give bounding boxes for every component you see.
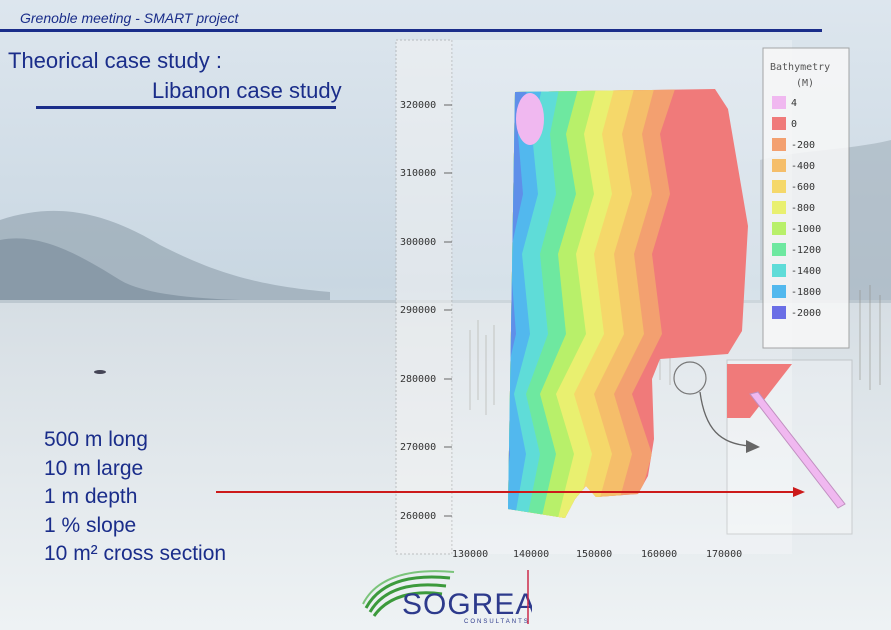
pointer-arrow — [216, 487, 805, 497]
legend-title: Bathymetry — [770, 62, 830, 73]
y-tick-label: 300000 — [400, 237, 436, 248]
legend-swatch — [772, 138, 786, 151]
channel-inset — [726, 359, 853, 535]
y-tick-label: 320000 — [400, 100, 436, 111]
legend-swatch — [772, 306, 786, 319]
spec-item-width: 10 m large — [44, 456, 144, 480]
legend-swatch — [772, 201, 786, 214]
spec-item-length: 500 m long — [44, 428, 148, 451]
x-tick-label: 170000 — [706, 549, 742, 560]
logo-subtitle: CONSULTANTS — [464, 619, 530, 625]
header-divider — [0, 29, 822, 32]
legend-swatch — [772, 159, 786, 172]
slide-title-line2: Libanon case study — [152, 78, 342, 103]
legend-label: -600 — [791, 182, 815, 193]
y-axis — [444, 104, 452, 517]
legend-label: -400 — [791, 161, 815, 172]
legend-unit: (M) — [796, 78, 814, 89]
x-tick-label: 150000 — [576, 549, 612, 560]
spec-item-depth: 1 m depth — [44, 485, 138, 508]
legend-label: 4 — [791, 98, 797, 109]
x-tick-label: 130000 — [452, 549, 488, 560]
y-tick-label: 270000 — [400, 442, 436, 453]
zoom-circle — [673, 361, 707, 395]
slide-title-line1: Theorical case study : — [8, 48, 222, 73]
legend-swatch — [772, 285, 786, 298]
logo-wordmark: SOGREAH — [402, 588, 532, 621]
legend-label: -2000 — [791, 308, 821, 319]
x-tick-label: 140000 — [513, 549, 549, 560]
y-tick-label: 290000 — [400, 305, 436, 316]
bathymetry-legend: Bathymetry (M) 4 0 -200 -400 -600 -800 -1000 -1… — [762, 47, 850, 349]
legend-label: -1000 — [791, 224, 821, 235]
legend-label: -200 — [791, 140, 815, 151]
legend-swatch — [772, 243, 786, 256]
legend-label: -1400 — [791, 266, 821, 277]
spec-list: 500 m long 10 m large 1 m depth 1 % slop… — [44, 426, 226, 569]
y-tick-label: 280000 — [400, 374, 436, 385]
zoom-arrow-head — [746, 440, 760, 453]
legend-swatch — [772, 222, 786, 235]
legend-label: -1200 — [791, 245, 821, 256]
spec-item-slope: 1 % slope — [44, 513, 137, 537]
title-underline — [36, 106, 336, 109]
legend-label: 0 — [791, 119, 797, 130]
legend-swatch — [772, 180, 786, 193]
legend-swatch — [772, 117, 786, 130]
legend-label: -1800 — [791, 287, 821, 298]
y-tick-label: 310000 — [400, 168, 436, 179]
legend-swatch — [772, 264, 786, 277]
y-tick-label: 260000 — [400, 511, 436, 522]
legend-swatch — [772, 96, 786, 109]
bathymetry-map: 320000 310000 300000 290000 280000 27000… — [395, 39, 853, 560]
sogreah-logo: SOGREAH CONSULTANTS — [362, 570, 532, 625]
legend-label: -800 — [791, 203, 815, 214]
zoom-arrow-curve — [699, 391, 751, 447]
header-text: Grenoble meeting - SMART project — [20, 10, 239, 26]
x-tick-label: 160000 — [641, 549, 677, 560]
spec-item-cross-section: 10 m² cross section — [44, 542, 227, 565]
